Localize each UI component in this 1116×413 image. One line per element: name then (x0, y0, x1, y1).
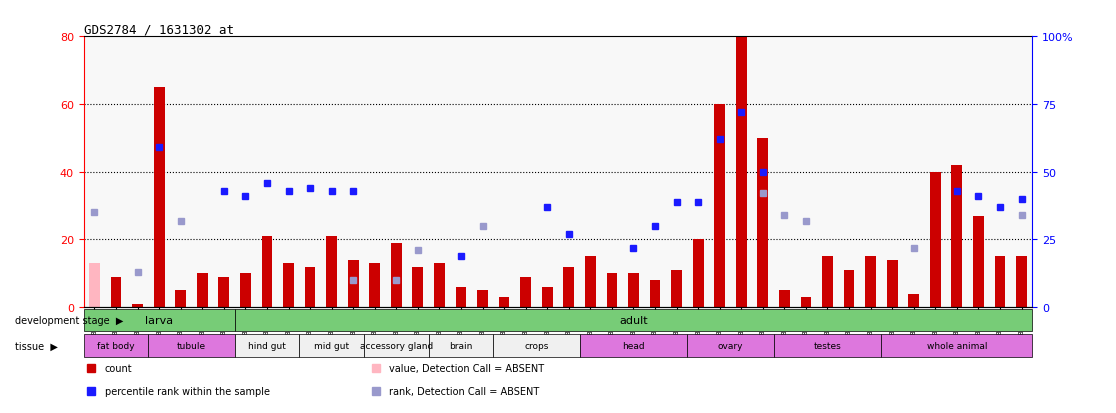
Text: tubule: tubule (177, 341, 206, 350)
Text: fat body: fat body (97, 341, 135, 350)
Text: tissue  ▶: tissue ▶ (16, 341, 58, 351)
Bar (564, 267, 574, 308)
Bar (1017, 257, 1027, 308)
Bar (369, 263, 381, 308)
Bar (714, 105, 725, 308)
Bar (305, 267, 316, 308)
Text: crops: crops (525, 341, 549, 350)
Bar (84, 309, 234, 332)
Bar (865, 257, 876, 308)
Bar (499, 297, 510, 308)
Text: brain: brain (450, 341, 473, 350)
Bar (234, 309, 1032, 332)
Bar (234, 334, 299, 357)
Bar (413, 267, 423, 308)
Bar (326, 237, 337, 308)
Bar (154, 88, 164, 308)
Bar (693, 240, 703, 308)
Bar (429, 334, 493, 357)
Bar (240, 274, 251, 308)
Bar (434, 263, 445, 308)
Text: ovary: ovary (718, 341, 743, 350)
Bar (973, 216, 984, 308)
Bar (606, 274, 617, 308)
Bar (844, 271, 855, 308)
Bar (735, 37, 747, 308)
Text: whole animal: whole animal (926, 341, 987, 350)
Bar (391, 243, 402, 308)
Text: head: head (622, 341, 645, 350)
Bar (650, 280, 661, 308)
Bar (887, 260, 897, 308)
Bar (542, 287, 552, 308)
Text: testes: testes (814, 341, 841, 350)
Bar (671, 271, 682, 308)
Bar (148, 334, 234, 357)
Text: count: count (105, 363, 132, 373)
Bar (493, 334, 579, 357)
Bar (478, 291, 488, 308)
Bar (908, 294, 920, 308)
Text: adult: adult (619, 315, 647, 325)
Bar (758, 138, 768, 308)
Bar (455, 287, 466, 308)
Bar (952, 166, 962, 308)
Text: percentile rank within the sample: percentile rank within the sample (105, 386, 270, 396)
Bar (84, 334, 148, 357)
Bar (822, 257, 833, 308)
Bar (579, 334, 687, 357)
Text: hind gut: hind gut (248, 341, 286, 350)
Text: GDS2784 / 1631302_at: GDS2784 / 1631302_at (84, 23, 233, 36)
Bar (994, 257, 1006, 308)
Bar (628, 274, 638, 308)
Bar (132, 304, 143, 308)
Bar (261, 237, 272, 308)
Bar (687, 334, 773, 357)
Text: rank, Detection Call = ABSENT: rank, Detection Call = ABSENT (389, 386, 539, 396)
Bar (110, 277, 122, 308)
Text: value, Detection Call = ABSENT: value, Detection Call = ABSENT (389, 363, 545, 373)
Bar (299, 334, 364, 357)
Bar (779, 291, 790, 308)
Text: development stage  ▶: development stage ▶ (16, 315, 124, 325)
Bar (175, 291, 186, 308)
Bar (882, 334, 1032, 357)
Bar (930, 172, 941, 308)
Bar (520, 277, 531, 308)
Bar (89, 263, 99, 308)
Text: accessory gland: accessory gland (359, 341, 433, 350)
Bar (364, 334, 429, 357)
Text: larva: larva (145, 315, 173, 325)
Bar (283, 263, 294, 308)
Bar (196, 274, 208, 308)
Bar (800, 297, 811, 308)
Bar (348, 260, 358, 308)
Bar (773, 334, 882, 357)
Bar (585, 257, 596, 308)
Bar (219, 277, 229, 308)
Text: mid gut: mid gut (314, 341, 349, 350)
